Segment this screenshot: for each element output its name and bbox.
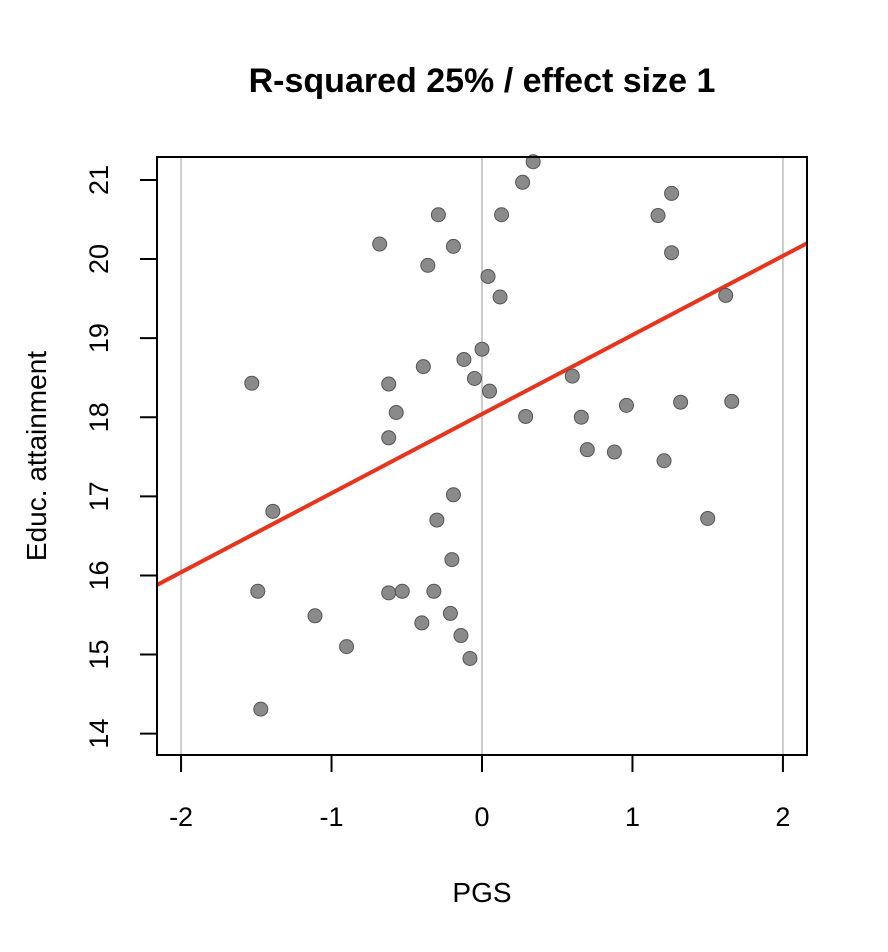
data-point-13 <box>474 341 490 357</box>
x-tick-label: 0 <box>474 802 489 832</box>
y-tick-label: 20 <box>84 244 114 274</box>
data-point-45 <box>462 650 478 666</box>
chart-title: R-squared 25% / effect size 1 <box>249 62 716 100</box>
data-point-1 <box>515 174 531 190</box>
data-point-21 <box>388 404 404 420</box>
data-point-26 <box>724 393 740 409</box>
data-point-25 <box>673 394 689 410</box>
y-tick-label: 19 <box>84 323 114 353</box>
x-tick-label: -1 <box>320 802 344 832</box>
data-point-22 <box>518 408 534 424</box>
y-tick-label: 17 <box>84 481 114 511</box>
x-tick-label: 2 <box>775 802 790 832</box>
data-point-20 <box>482 383 498 399</box>
data-point-42 <box>414 615 430 631</box>
x-tick-label: 1 <box>625 802 640 832</box>
data-point-23 <box>573 409 589 425</box>
x-tick-label: -2 <box>169 802 193 832</box>
data-point-12 <box>718 287 734 303</box>
y-tick-label: 15 <box>84 640 114 670</box>
y-tick-label: 21 <box>84 165 114 195</box>
data-point-44 <box>453 628 469 644</box>
data-point-27 <box>381 430 397 446</box>
data-point-33 <box>429 512 445 528</box>
data-point-11 <box>492 289 508 305</box>
data-point-10 <box>480 268 496 284</box>
data-point-29 <box>606 444 622 460</box>
data-point-0 <box>525 154 541 170</box>
data-point-7 <box>445 238 461 254</box>
y-tick-label: 14 <box>84 719 114 749</box>
data-point-3 <box>494 207 510 223</box>
data-point-4 <box>650 208 666 224</box>
data-point-28 <box>579 442 595 458</box>
data-point-39 <box>426 583 442 599</box>
data-point-9 <box>420 257 436 273</box>
data-point-24 <box>618 397 634 413</box>
data-point-38 <box>394 583 410 599</box>
data-point-18 <box>244 375 260 391</box>
data-point-40 <box>307 608 323 624</box>
data-point-31 <box>445 487 461 503</box>
data-point-30 <box>656 453 672 469</box>
data-point-34 <box>700 510 716 526</box>
x-axis-label: PGS <box>452 877 511 908</box>
y-axis-label: Educ. attainment <box>21 351 52 561</box>
data-point-32 <box>265 503 281 519</box>
data-point-46 <box>253 701 269 717</box>
data-point-19 <box>381 376 397 392</box>
data-point-14 <box>456 351 472 367</box>
data-point-37 <box>381 585 397 601</box>
data-point-17 <box>564 368 580 384</box>
data-point-36 <box>250 583 266 599</box>
y-tick-label: 16 <box>84 560 114 590</box>
data-point-8 <box>664 245 680 261</box>
data-point-5 <box>664 185 680 201</box>
data-point-2 <box>430 207 446 223</box>
data-point-41 <box>442 605 458 621</box>
data-point-6 <box>372 236 388 252</box>
data-point-43 <box>339 639 355 655</box>
data-point-15 <box>415 359 431 375</box>
regression-line <box>156 241 808 587</box>
data-point-35 <box>444 552 460 568</box>
y-tick-label: 18 <box>84 402 114 432</box>
data-point-16 <box>466 370 482 386</box>
